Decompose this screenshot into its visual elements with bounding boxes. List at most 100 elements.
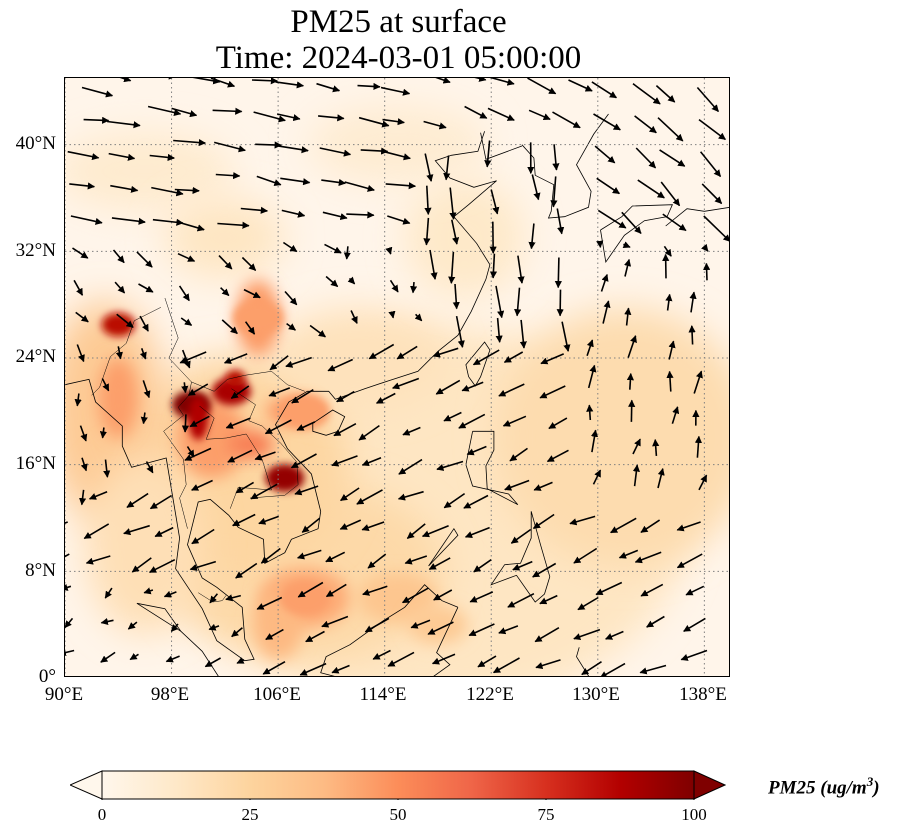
wind-arrow <box>357 82 381 91</box>
wind-arrow <box>375 392 396 404</box>
wind-arrow <box>556 208 565 235</box>
wind-arrow <box>512 560 533 571</box>
wind-arrow <box>208 623 220 631</box>
wind-arrow <box>145 461 154 474</box>
wind-arrow <box>276 113 301 122</box>
pm25-hotspot <box>279 580 330 616</box>
coastline-segment <box>521 113 609 219</box>
wind-arrow <box>284 290 298 306</box>
country-border <box>199 405 272 509</box>
wind-arrow <box>148 558 176 574</box>
wind-arrow <box>635 147 657 169</box>
wind-arrow <box>503 351 524 363</box>
wind-arrow <box>262 661 286 675</box>
map-panel[interactable] <box>64 77 730 677</box>
coastlines <box>65 113 729 676</box>
wind-arrow <box>573 628 601 641</box>
wind-arrow <box>406 523 426 540</box>
wind-arrow <box>177 252 196 262</box>
wind-arrow <box>597 209 627 229</box>
wind-arrow <box>209 593 219 604</box>
wind-arrow <box>236 657 245 664</box>
wind-arrow <box>676 521 701 532</box>
wind-arrow <box>701 243 709 252</box>
lon-tick-98e: 98°E <box>150 684 190 705</box>
wind-arrow <box>254 451 276 461</box>
wind-arrow <box>67 150 100 161</box>
coastline-segment <box>665 207 729 227</box>
pm25-elevated-region <box>98 358 139 438</box>
wind-arrow <box>671 406 680 424</box>
wind-arrow <box>498 625 519 635</box>
wind-arrow <box>596 240 604 249</box>
wind-arrow <box>610 517 637 534</box>
wind-arrow <box>100 617 114 626</box>
wind-arrow <box>131 557 152 573</box>
wind-arrow <box>618 549 639 559</box>
wind-arrow <box>340 487 360 502</box>
wind-arrow <box>663 245 672 257</box>
country-border <box>198 592 227 603</box>
wind-arrow <box>464 105 488 119</box>
lat-tick-40n: 40°N <box>15 133 56 154</box>
wind-arrow <box>455 315 465 348</box>
wind-arrow <box>592 469 602 485</box>
wind-arrow <box>136 251 153 268</box>
wind-arrow <box>75 311 89 323</box>
wind-arrow <box>319 147 352 157</box>
wind-arrow <box>657 468 665 489</box>
wind-arrow <box>484 140 492 168</box>
wind-arrow <box>489 78 515 86</box>
wind-arrow <box>73 279 84 296</box>
wind-arrow <box>546 449 569 463</box>
colorbar-gradient <box>102 771 694 799</box>
wind-arrow <box>586 339 594 356</box>
wind-arrow <box>235 481 255 494</box>
wind-arrow <box>173 138 207 147</box>
wind-arrow <box>550 176 558 208</box>
colorbar-tick-75: 75 <box>537 805 555 824</box>
wind-arrow <box>350 310 358 324</box>
wind-arrow <box>590 429 599 453</box>
wind-arrow <box>591 81 618 99</box>
wind-arrow <box>531 174 541 201</box>
colorbar-tick-25: 25 <box>241 805 259 824</box>
wind-arrow <box>382 118 405 126</box>
wind-arrow <box>178 285 190 302</box>
wind-arrow <box>699 151 722 178</box>
lon-tick-130e: 130°E <box>572 684 620 705</box>
wind-arrow <box>519 319 527 349</box>
wind-arrow <box>646 615 665 628</box>
wind-arrow <box>327 358 354 372</box>
wind-arrow <box>436 460 464 471</box>
wind-arrow <box>110 184 139 193</box>
coastline-segment <box>490 511 551 603</box>
wind-arrow <box>176 220 205 232</box>
wind-arrow <box>291 389 314 404</box>
pm25-hotspot <box>188 396 209 440</box>
wind-arrow <box>539 385 566 399</box>
colorbar-extend-high <box>693 770 726 800</box>
wind-arrow <box>282 241 298 253</box>
wind-arrow <box>181 382 189 394</box>
wind-arrow <box>286 322 296 331</box>
wind-arrow <box>65 583 72 591</box>
wind-arrow <box>634 115 657 134</box>
wind-arrow <box>129 653 139 661</box>
wind-arrow <box>540 353 565 365</box>
wind-arrow <box>256 175 282 187</box>
wind-arrow <box>383 150 411 161</box>
wind-arrow <box>101 378 110 392</box>
wind-arrow <box>184 447 212 461</box>
wind-arrow <box>532 562 557 578</box>
pm25-hotspot <box>225 370 246 386</box>
wind-arrow <box>250 483 278 500</box>
wind-arrow <box>280 177 311 186</box>
wind-arrow <box>285 356 312 368</box>
wind-arrow <box>346 211 375 219</box>
wind-arrow <box>662 213 687 232</box>
wind-arrow <box>634 551 662 564</box>
wind-arrow <box>427 621 454 635</box>
wind-arrow <box>458 413 486 429</box>
wind-arrow <box>443 155 451 181</box>
